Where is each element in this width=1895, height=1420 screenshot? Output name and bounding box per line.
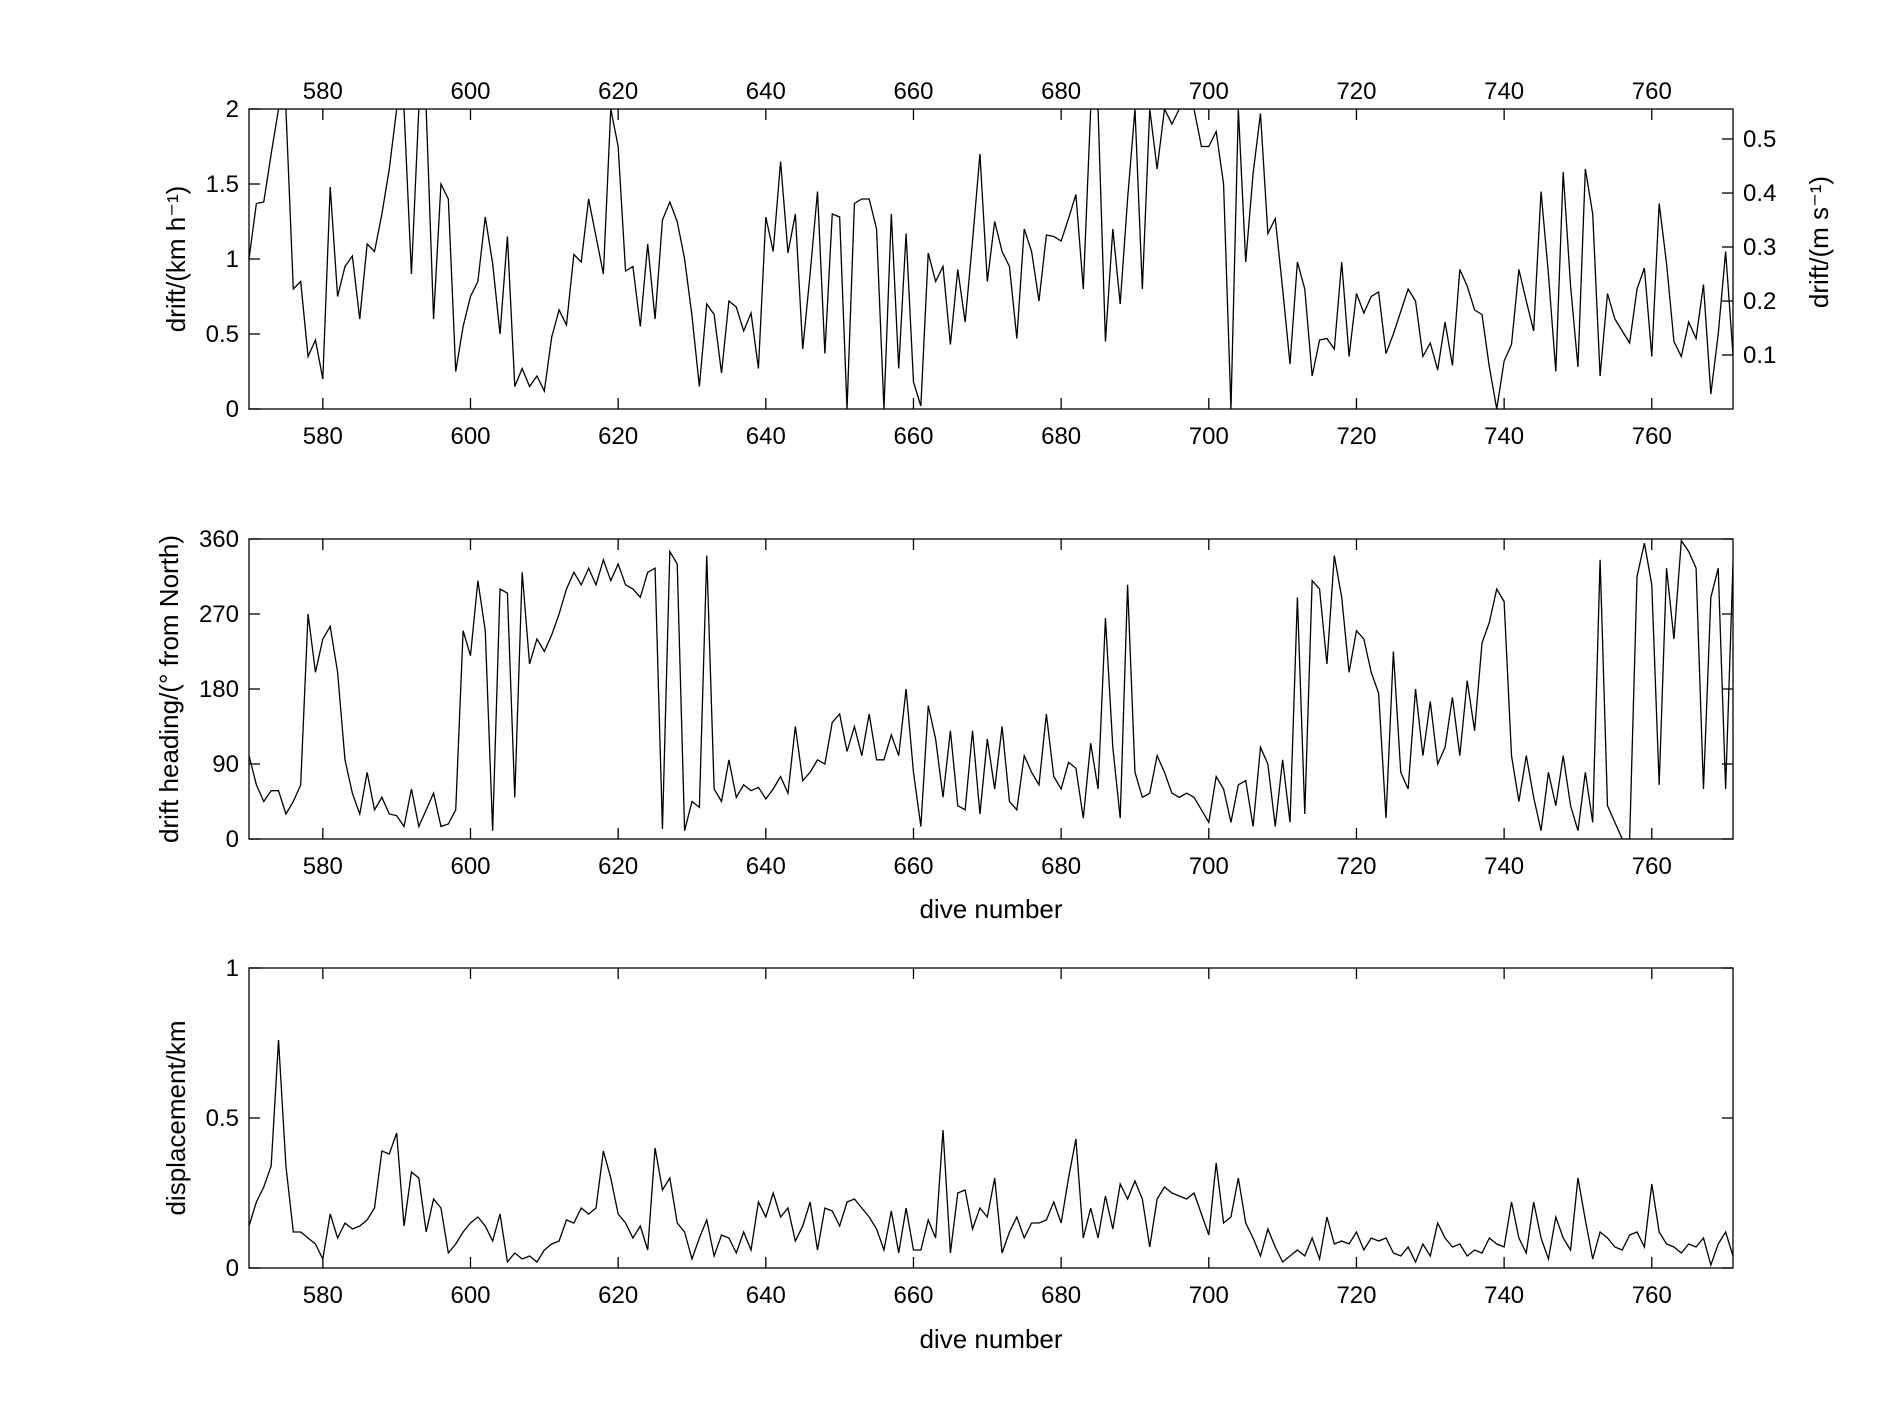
displacement-x-tick-label: 740 xyxy=(1484,1282,1524,1309)
drift-speed-right-y-tick-label: 0.3 xyxy=(1743,234,1776,261)
drift-speed-x-tick-label: 720 xyxy=(1336,423,1376,450)
drift-heading-x-tick-label: 720 xyxy=(1336,853,1376,880)
drift-speed-x-top-tick-label: 660 xyxy=(893,78,933,105)
drift-heading-x-tick-label: 660 xyxy=(893,853,933,880)
drift-heading-x-tick-label: 600 xyxy=(450,853,490,880)
drift-speed-y-tick-label: 0.5 xyxy=(206,321,239,348)
drift-speed-x-top-tick-label: 760 xyxy=(1632,78,1672,105)
drift-speed-x-tick-label: 660 xyxy=(893,423,933,450)
drift-speed-right-y-tick-label: 0.1 xyxy=(1743,342,1776,369)
displacement-y-tick-label: 1 xyxy=(226,955,239,982)
drift-heading-x-tick-label: 760 xyxy=(1632,853,1672,880)
drift-heading-y-tick-label: 360 xyxy=(199,526,239,553)
displacement-panel: displacement/km dive number 580 600 620 640… xyxy=(161,955,1734,1354)
drift-speed-series-line xyxy=(249,109,1733,409)
drift-heading-x-tick-label: 680 xyxy=(1041,853,1081,880)
drift-heading-x-tick-label: 700 xyxy=(1189,853,1229,880)
drift-speed-x-top-tick-label: 700 xyxy=(1189,78,1229,105)
drift-heading-x-label: dive number xyxy=(919,894,1062,924)
drift-speed-x-top-tick-label: 740 xyxy=(1484,78,1524,105)
displacement-series-line xyxy=(249,1039,1733,1268)
displacement-y-tick-label: 0.5 xyxy=(206,1105,239,1132)
displacement-x-tick-label: 580 xyxy=(303,1282,343,1309)
drift-heading-x-tick-label: 640 xyxy=(746,853,786,880)
drift-speed-x-tick-label: 580 xyxy=(303,423,343,450)
drift-speed-y-tick-label: 0 xyxy=(226,396,239,423)
drift-heading-x-tick-label: 620 xyxy=(598,853,638,880)
drift-speed-x-top-tick-label: 580 xyxy=(303,78,343,105)
displacement-y-label: displacement/km xyxy=(161,1020,191,1215)
drift-speed-x-top-tick-label: 600 xyxy=(450,78,490,105)
drift-speed-x-tick-label: 620 xyxy=(598,423,638,450)
drift-speed-y-tick-label: 1 xyxy=(226,246,239,273)
drift-speed-y-tick-label: 2 xyxy=(226,96,239,123)
drift-speed-right-y-tick-label: 0.4 xyxy=(1743,180,1776,207)
drift-speed-x-top-tick-label: 640 xyxy=(746,78,786,105)
drift-speed-y-tick-label: 1.5 xyxy=(206,171,239,198)
displacement-x-tick-label: 620 xyxy=(598,1282,638,1309)
drift-speed-panel: drift/(km h⁻¹) drift/(m s⁻¹) 580 600 620 64… xyxy=(161,78,1834,450)
displacement-x-tick-label: 720 xyxy=(1336,1282,1376,1309)
displacement-x-tick-label: 700 xyxy=(1189,1282,1229,1309)
drift-heading-x-tick-label: 580 xyxy=(303,853,343,880)
displacement-x-tick-label: 640 xyxy=(746,1282,786,1309)
drift-heading-series-line xyxy=(249,539,1733,839)
displacement-x-label: dive number xyxy=(919,1324,1062,1354)
drift-speed-plot-frame xyxy=(248,108,1734,410)
displacement-plot-frame xyxy=(248,967,1734,1269)
drift-heading-y-tick-label: 0 xyxy=(226,826,239,853)
drift-heading-y-label: drift heading/(° from North) xyxy=(154,535,184,843)
drift-heading-y-tick-label: 90 xyxy=(212,751,239,778)
drift-heading-plot-frame xyxy=(248,538,1734,840)
drift-heading-x-tick-label: 740 xyxy=(1484,853,1524,880)
displacement-x-tick-label: 600 xyxy=(450,1282,490,1309)
drift-heading-y-tick-label: 270 xyxy=(199,601,239,628)
drift-speed-x-top-tick-label: 620 xyxy=(598,78,638,105)
displacement-x-tick-label: 680 xyxy=(1041,1282,1081,1309)
drift-speed-right-y-tick-label: 0.2 xyxy=(1743,288,1776,315)
drift-speed-right-y-label: drift/(m s⁻¹) xyxy=(1804,176,1834,308)
drift-speed-y-label: drift/(km h⁻¹) xyxy=(161,186,191,333)
displacement-x-tick-label: 760 xyxy=(1632,1282,1672,1309)
drift-speed-x-top-tick-label: 680 xyxy=(1041,78,1081,105)
drift-heading-y-tick-label: 180 xyxy=(199,676,239,703)
displacement-y-tick-label: 0 xyxy=(226,1255,239,1282)
drift-speed-x-tick-label: 760 xyxy=(1632,423,1672,450)
drift-speed-x-tick-label: 740 xyxy=(1484,423,1524,450)
drift-speed-x-tick-label: 600 xyxy=(450,423,490,450)
drift-speed-x-top-tick-label: 720 xyxy=(1336,78,1376,105)
drift-speed-x-tick-label: 640 xyxy=(746,423,786,450)
displacement-x-tick-label: 660 xyxy=(893,1282,933,1309)
drift-speed-x-tick-label: 700 xyxy=(1189,423,1229,450)
drift-speed-x-tick-label: 680 xyxy=(1041,423,1081,450)
drift-speed-right-y-tick-label: 0.5 xyxy=(1743,126,1776,153)
drift-heading-panel: drift heading/(° from North) dive number… xyxy=(154,526,1734,924)
